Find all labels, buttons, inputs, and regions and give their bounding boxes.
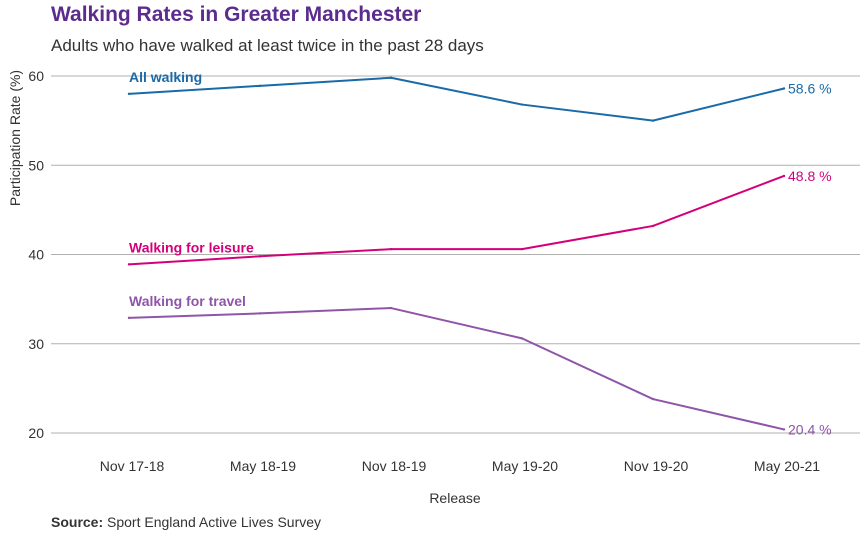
end-value-label: 20.4 % bbox=[788, 421, 832, 437]
y-tick-label: 50 bbox=[28, 157, 44, 173]
series-name-label: Walking for leisure bbox=[129, 239, 254, 255]
end-value-label: 58.6 % bbox=[788, 80, 832, 96]
data-point bbox=[782, 174, 786, 178]
data-point bbox=[782, 428, 786, 431]
source-label: Source: bbox=[51, 514, 103, 530]
data-point bbox=[389, 76, 393, 79]
data-point bbox=[389, 306, 393, 310]
series-name-label: All walking bbox=[129, 69, 202, 85]
y-tick-label: 20 bbox=[28, 425, 44, 441]
y-tick-label: 30 bbox=[28, 336, 44, 352]
x-tick-label: Nov 19-20 bbox=[624, 458, 689, 474]
data-point bbox=[127, 92, 131, 96]
data-point bbox=[651, 224, 655, 228]
data-point bbox=[520, 247, 524, 251]
series-all-walking: All walking 58.6 % bbox=[127, 69, 832, 122]
y-tick-label: 60 bbox=[28, 68, 44, 84]
data-point bbox=[127, 316, 131, 320]
data-point bbox=[258, 84, 262, 88]
x-tick-label: May 18-19 bbox=[230, 458, 296, 474]
data-point bbox=[520, 103, 524, 106]
data-point bbox=[782, 87, 786, 90]
data-point bbox=[520, 337, 524, 340]
source-text: Sport England Active Lives Survey bbox=[103, 514, 321, 530]
series-line bbox=[128, 76, 785, 122]
data-point bbox=[651, 397, 655, 401]
chart-title: Walking Rates in Greater Manchester bbox=[51, 3, 421, 26]
series-line bbox=[128, 307, 785, 431]
series-name-label: Walking for travel bbox=[129, 293, 246, 309]
y-axis-ticks: 20 30 40 50 60 bbox=[28, 68, 44, 441]
chart-subtitle: Adults who have walked at least twice in… bbox=[51, 36, 484, 55]
x-axis-label: Release bbox=[429, 490, 481, 506]
source-note: Source: Sport England Active Lives Surve… bbox=[51, 514, 321, 530]
x-tick-label: Nov 17-18 bbox=[100, 458, 165, 474]
series-walking-for-travel: Walking for travel 20.4 % bbox=[127, 293, 832, 437]
series-lines: All walking 58.6 % Walking for leisure 48.8… bbox=[127, 69, 832, 437]
series-line bbox=[128, 175, 785, 266]
data-point bbox=[127, 263, 131, 266]
gridlines bbox=[51, 75, 860, 434]
series-walking-for-leisure: Walking for leisure 48.8 % bbox=[127, 168, 832, 266]
x-tick-label: May 19-20 bbox=[492, 458, 558, 474]
x-axis-ticks: Nov 17-18 May 18-19 Nov 18-19 May 19-20 Nov … bbox=[100, 458, 821, 474]
x-tick-label: May 20-21 bbox=[754, 458, 820, 474]
data-point bbox=[258, 312, 262, 315]
data-point bbox=[389, 247, 393, 251]
end-value-label: 48.8 % bbox=[788, 168, 832, 184]
y-tick-label: 40 bbox=[28, 247, 44, 263]
data-point bbox=[258, 255, 262, 258]
x-tick-label: Nov 18-19 bbox=[362, 458, 427, 474]
y-axis-label: Participation Rate (%) bbox=[7, 70, 23, 206]
data-point bbox=[651, 119, 655, 122]
